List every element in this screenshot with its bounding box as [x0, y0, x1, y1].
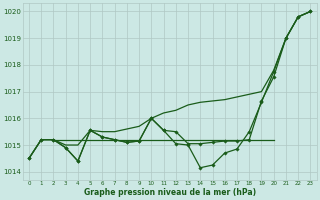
X-axis label: Graphe pression niveau de la mer (hPa): Graphe pression niveau de la mer (hPa) [84, 188, 256, 197]
